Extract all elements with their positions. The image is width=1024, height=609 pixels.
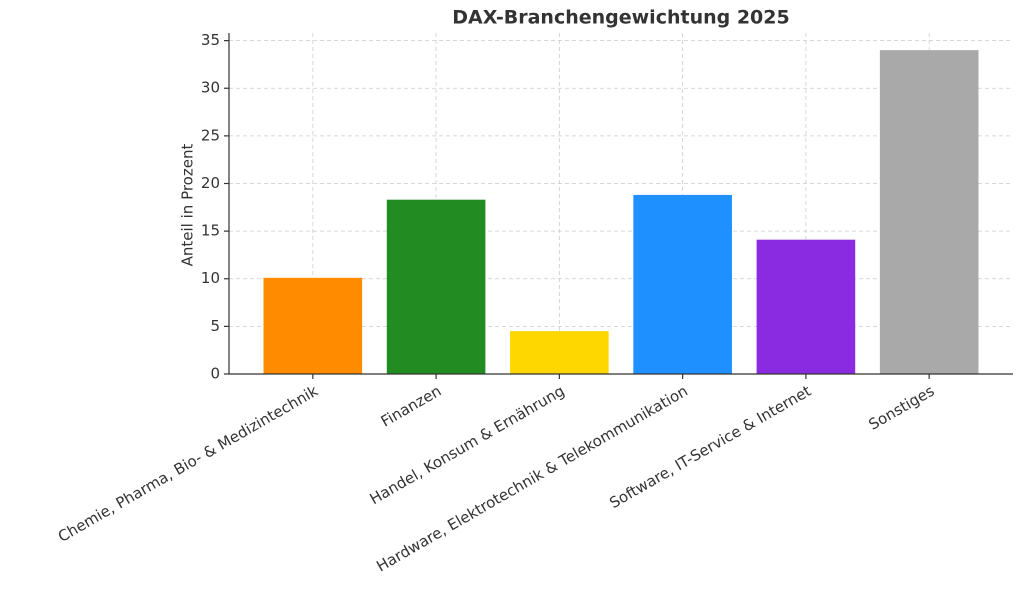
bar bbox=[263, 277, 363, 374]
x-tick-label: Handel, Konsum & Ernährung bbox=[367, 382, 568, 508]
x-tick-label: Software, IT-Service & Internet bbox=[606, 382, 814, 512]
bar bbox=[879, 50, 979, 374]
y-tick-label: 5 bbox=[210, 317, 220, 335]
y-tick-label: 10 bbox=[201, 269, 220, 287]
y-tick-label: 20 bbox=[201, 174, 220, 192]
y-tick-label: 30 bbox=[201, 79, 220, 97]
y-tick-label: 25 bbox=[201, 126, 220, 144]
bar bbox=[756, 239, 856, 374]
x-tick-label: Chemie, Pharma, Bio- & Medizintechnik bbox=[55, 382, 321, 546]
y-tick-label: 35 bbox=[201, 31, 220, 49]
x-tick-label: Finanzen bbox=[378, 382, 445, 431]
y-tick-label: 0 bbox=[210, 365, 220, 383]
bar bbox=[510, 331, 609, 374]
bar bbox=[633, 194, 732, 374]
y-axis-label: Anteil in Prozent bbox=[179, 144, 197, 267]
bar bbox=[386, 199, 486, 374]
x-tick-label: Sonstiges bbox=[866, 382, 938, 434]
y-tick-label: 15 bbox=[201, 222, 220, 240]
chart-title: DAX-Branchengewichtung 2025 bbox=[452, 7, 789, 29]
